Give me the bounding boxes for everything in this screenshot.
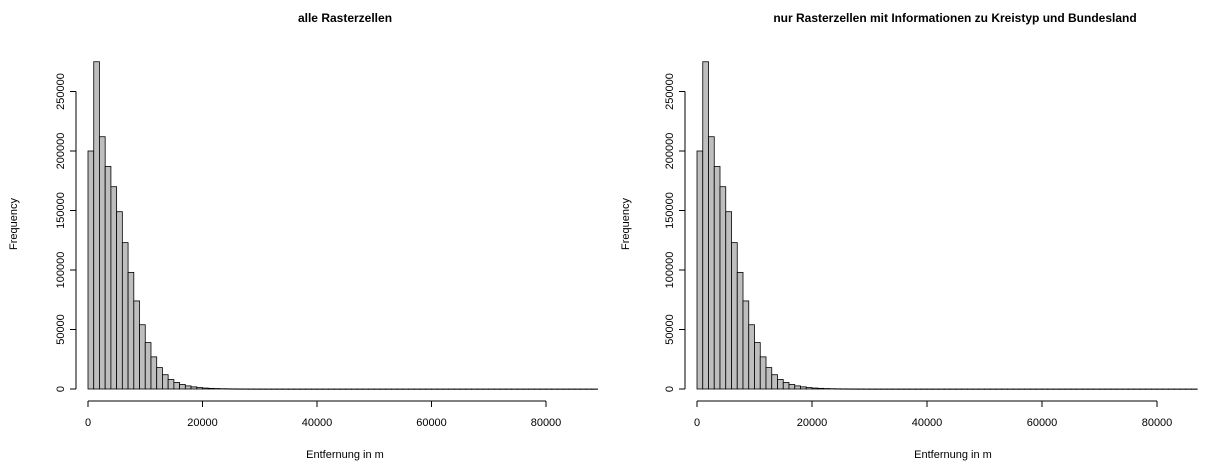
histogram-bar xyxy=(87,150,95,390)
histogram-bar xyxy=(150,356,158,390)
histogram-bar xyxy=(93,61,100,390)
histogram-bar xyxy=(708,136,715,390)
histogram-bar xyxy=(736,271,744,390)
axes-group: 0 20000 40000 60000 80000 0 50000 100000 150000 2… xyxy=(664,73,1172,429)
y-tick-label: 0 xyxy=(664,386,676,392)
histogram-bar xyxy=(725,211,732,390)
histogram-bar xyxy=(713,166,721,390)
histogram-bar xyxy=(196,387,203,390)
histogram-bar xyxy=(771,374,778,390)
x-axis-label: Entfernung in m xyxy=(306,449,384,461)
y-tick-label: 50000 xyxy=(664,314,676,345)
y-tick-label: 200000 xyxy=(664,133,676,170)
histogram-bar xyxy=(719,186,727,390)
x-tick-label: 60000 xyxy=(1027,417,1058,429)
y-axis-label: Frequency xyxy=(620,198,632,250)
histogram-bar xyxy=(800,386,807,390)
x-tick-label: 20000 xyxy=(187,417,218,429)
histogram-left-svg: alle Rasterzellen 0 20000 40000 60000 800000… xyxy=(8,11,598,461)
histogram-bar xyxy=(202,387,209,390)
histogram-panel-right: nur Rasterzellen mit Informationen zu Kr… xyxy=(603,0,1206,464)
x-tick-label: 80000 xyxy=(1142,417,1173,429)
bars-group xyxy=(696,61,1198,390)
histogram-bar xyxy=(782,382,790,390)
histogram-bar xyxy=(811,387,819,390)
histogram-bar xyxy=(817,387,824,390)
histogram-bar xyxy=(156,367,163,390)
x-tick-label: 60000 xyxy=(416,417,447,429)
histogram-bar xyxy=(777,379,784,390)
histogram-bar xyxy=(133,300,140,390)
x-axis-label: Entfernung in m xyxy=(914,449,992,461)
histogram-bar xyxy=(748,324,755,390)
histogram-bar xyxy=(139,324,146,390)
histogram-bar xyxy=(121,242,129,390)
histogram-bar xyxy=(179,384,186,390)
y-tick-label: 50000 xyxy=(55,314,67,345)
y-axis-label: Frequency xyxy=(8,198,20,250)
histogram-bar xyxy=(144,342,152,390)
y-tick-label: 150000 xyxy=(664,192,676,229)
y-tick-label: 100000 xyxy=(664,252,676,289)
histogram-bar xyxy=(702,61,709,390)
histogram-bar xyxy=(110,186,118,390)
histogram-bar xyxy=(742,300,750,390)
histogram-bar xyxy=(731,242,738,390)
histogram-bar xyxy=(805,387,813,390)
x-tick-label: 0 xyxy=(694,417,700,429)
y-tick-label: 0 xyxy=(55,386,67,392)
chart-title: nur Rasterzellen mit Informationen zu Kr… xyxy=(773,11,1136,25)
y-tick-label: 250000 xyxy=(55,73,67,110)
x-tick-label: 40000 xyxy=(912,417,943,429)
histogram-bar xyxy=(127,271,135,390)
bars-group xyxy=(87,61,598,390)
x-tick-label: 40000 xyxy=(302,417,333,429)
histogram-bar xyxy=(184,385,192,390)
histogram-bar xyxy=(754,342,761,390)
histogram-bar xyxy=(788,384,796,390)
y-tick-label: 250000 xyxy=(664,73,676,110)
histogram-bar xyxy=(759,356,767,390)
histogram-bar xyxy=(162,374,169,390)
histogram-panel-left: alle Rasterzellen 0 20000 40000 60000 80000 0… xyxy=(8,11,598,461)
histogram-bar xyxy=(794,385,801,390)
histogram-bar xyxy=(765,367,773,390)
y-tick-label: 150000 xyxy=(55,192,67,229)
y-tick-label: 200000 xyxy=(55,133,67,170)
histogram-bar xyxy=(116,211,123,390)
histogram-bar xyxy=(167,379,175,390)
y-tick-label: 100000 xyxy=(55,252,67,289)
histogram-bar xyxy=(207,387,215,390)
histogram-right-svg: nur Rasterzellen mit Informationen zu Kr… xyxy=(620,11,1198,461)
x-tick-label: 80000 xyxy=(531,417,562,429)
histogram-bar xyxy=(104,166,112,390)
histogram-bar xyxy=(190,386,198,390)
histogram-bar xyxy=(173,382,180,390)
histogram-bar xyxy=(99,136,106,390)
chart-title: alle Rasterzellen xyxy=(298,11,392,25)
axes-group: 0 20000 40000 60000 80000 0 50000 100000 150000 2… xyxy=(55,73,561,429)
histogram-bar xyxy=(696,150,704,390)
x-tick-label: 20000 xyxy=(797,417,828,429)
x-tick-label: 0 xyxy=(85,417,91,429)
